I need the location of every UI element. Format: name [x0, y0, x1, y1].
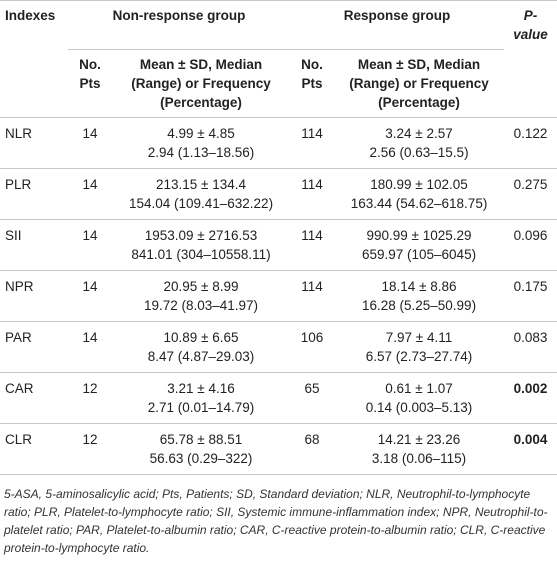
- median-range: 8.47 (4.87–29.03): [147, 348, 255, 364]
- p-value-cell: 0.083: [504, 321, 557, 373]
- pts-cell: 12: [68, 423, 112, 475]
- mean-sd: 180.99 ± 102.05: [370, 176, 468, 192]
- header: No. Pts: [290, 49, 335, 118]
- table-row: SII 14 1953.09 ± 2716.53 841.01 (304–10558.…: [0, 219, 557, 271]
- data-table: Indexes Non-response group Response grou…: [0, 0, 557, 475]
- header: Indexes: [0, 0, 68, 49]
- p-value-cell: 0.122: [504, 117, 557, 169]
- stat-cell: 3.24 ± 2.57 2.56 (0.63–15.5): [334, 117, 505, 169]
- stat-cell: 990.99 ± 1025.29 659.97 (105–6045): [334, 219, 505, 271]
- median-range: 0.14 (0.003–5.13): [365, 399, 473, 415]
- mean-sd: 3.24 ± 2.57: [385, 125, 453, 141]
- pts-cell: 65: [290, 372, 335, 424]
- index-cell: NLR: [0, 117, 68, 169]
- stat-cell: 7.97 ± 4.11 6.57 (2.73–27.74): [334, 321, 505, 373]
- table-row: CAR 12 3.21 ± 4.16 2.71 (0.01–14.79) 65 0.61 …: [0, 372, 557, 424]
- mean-sd: 990.99 ± 1025.29: [366, 227, 472, 243]
- index-cell: CLR: [0, 423, 68, 475]
- header: Mean ± SD, Median (Range) or Frequency (…: [334, 49, 505, 118]
- stat-cell: 20.95 ± 8.99 19.72 (8.03–41.97): [112, 270, 291, 322]
- table-row: CLR 12 65.78 ± 88.51 56.63 (0.29–322) 68 14.2…: [0, 423, 557, 475]
- pts-cell: 106: [290, 321, 335, 373]
- footnote: 5-ASA, 5-aminosalicylic acid; Pts, Patie…: [4, 486, 548, 555]
- index-cell: SII: [0, 219, 68, 271]
- stat-cell: 3.21 ± 4.16 2.71 (0.01–14.79): [112, 372, 291, 424]
- pts-cell: 14: [68, 219, 112, 271]
- p-value-cell: 0.275: [504, 168, 557, 220]
- stat-cell: 0.61 ± 1.07 0.14 (0.003–5.13): [334, 372, 505, 424]
- mean-sd: 18.14 ± 8.86: [381, 278, 457, 294]
- mean-sd: 0.61 ± 1.07: [385, 380, 453, 396]
- median-range: 841.01 (304–10558.11): [131, 246, 271, 262]
- pts-cell: 114: [290, 219, 335, 271]
- pts-cell: 14: [68, 321, 112, 373]
- header: P-value: [504, 0, 557, 49]
- median-range: 56.63 (0.29–322): [149, 450, 253, 466]
- p-value-cell: 0.096: [504, 219, 557, 271]
- p-value-cell: 0.175: [504, 270, 557, 322]
- pts-cell: 114: [290, 168, 335, 220]
- pts-cell: 14: [68, 270, 112, 322]
- header: Response group: [290, 0, 505, 50]
- table-row: PLR 14 213.15 ± 134.4 154.04 (109.41–632.22…: [0, 168, 557, 220]
- mean-sd: 20.95 ± 8.99: [163, 278, 239, 294]
- index-cell: NPR: [0, 270, 68, 322]
- mean-sd: 10.89 ± 6.65: [163, 329, 239, 345]
- stat-cell: 65.78 ± 88.51 56.63 (0.29–322): [112, 423, 291, 475]
- stat-cell: 213.15 ± 134.4 154.04 (109.41–632.22): [112, 168, 291, 220]
- stat-cell: 1953.09 ± 2716.53 841.01 (304–10558.11): [112, 219, 291, 271]
- mean-sd: 65.78 ± 88.51: [159, 431, 243, 447]
- pts-cell: 68: [290, 423, 335, 475]
- stat-cell: 180.99 ± 102.05 163.44 (54.62–618.75): [334, 168, 505, 220]
- median-range: 2.71 (0.01–14.79): [147, 399, 255, 415]
- pts-cell: 14: [68, 168, 112, 220]
- stat-cell: 4.99 ± 4.85 2.94 (1.13–18.56): [112, 117, 291, 169]
- pts-cell: 114: [290, 270, 335, 322]
- stat-cell: 14.21 ± 23.26 3.18 (0.06–115): [334, 423, 505, 475]
- pts-cell: 12: [68, 372, 112, 424]
- median-range: 3.18 (0.06–115): [371, 450, 467, 466]
- median-range: 2.56 (0.63–15.5): [369, 144, 469, 160]
- stat-cell: 10.89 ± 6.65 8.47 (4.87–29.03): [112, 321, 291, 373]
- mean-sd: 1953.09 ± 2716.53: [144, 227, 258, 243]
- median-range: 154.04 (109.41–632.22): [128, 195, 274, 211]
- median-range: 659.97 (105–6045): [361, 246, 477, 262]
- table-row: PAR 14 10.89 ± 6.65 8.47 (4.87–29.03) 106 7.9…: [0, 321, 557, 373]
- table-body: NLR 14 4.99 ± 4.85 2.94 (1.13–18.56) 114 3.24…: [0, 117, 557, 475]
- median-range: 19.72 (8.03–41.97): [143, 297, 259, 313]
- p-value-cell: 0.004: [504, 423, 557, 475]
- mean-sd: 3.21 ± 4.16: [167, 380, 235, 396]
- header: Mean ± SD, Median (Range) or Frequency (…: [112, 49, 291, 118]
- table-row: NPR 14 20.95 ± 8.99 19.72 (8.03–41.97) 114 18…: [0, 270, 557, 322]
- pts-cell: 14: [68, 117, 112, 169]
- mean-sd: 14.21 ± 23.26: [377, 431, 461, 447]
- header: Non-response group: [68, 0, 291, 50]
- median-range: 163.44 (54.62–618.75): [350, 195, 488, 211]
- p-value-cell: 0.002: [504, 372, 557, 424]
- mean-sd: 4.99 ± 4.85: [167, 125, 235, 141]
- mean-sd: 213.15 ± 134.4: [156, 176, 246, 192]
- pts-cell: 114: [290, 117, 335, 169]
- index-cell: CAR: [0, 372, 68, 424]
- table-row: NLR 14 4.99 ± 4.85 2.94 (1.13–18.56) 114 3.24…: [0, 117, 557, 169]
- index-cell: PAR: [0, 321, 68, 373]
- mean-sd: 7.97 ± 4.11: [385, 329, 453, 345]
- median-range: 16.28 (5.25–50.99): [361, 297, 477, 313]
- median-range: 2.94 (1.13–18.56): [147, 144, 255, 160]
- median-range: 6.57 (2.73–27.74): [365, 348, 473, 364]
- stat-cell: 18.14 ± 8.86 16.28 (5.25–50.99): [334, 270, 505, 322]
- index-cell: PLR: [0, 168, 68, 220]
- header: No. Pts: [68, 49, 112, 118]
